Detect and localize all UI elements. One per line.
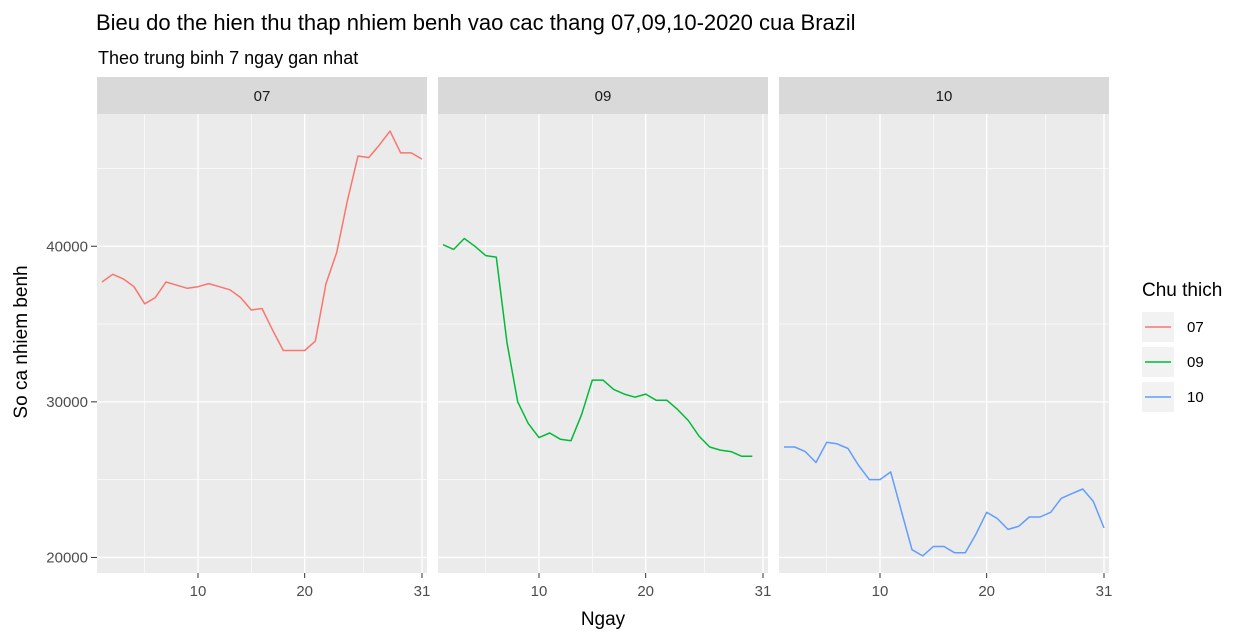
panel-background xyxy=(779,114,1109,573)
legend-item-10: 10 xyxy=(1142,382,1204,412)
y-axis-title: So ca nhiem benh xyxy=(11,265,32,418)
series-line-07 xyxy=(101,130,423,352)
y-tick-label: 20000 xyxy=(46,549,88,566)
facet-strip xyxy=(438,77,768,114)
legend-item-09: 09 xyxy=(1142,347,1204,377)
facet-strip-label: 10 xyxy=(936,88,953,105)
x-axis-title: Ngay xyxy=(581,609,626,630)
series-line-09 xyxy=(442,237,753,458)
x-tick-label: 10 xyxy=(531,583,548,600)
panel-background xyxy=(97,114,427,573)
legend-label: 10 xyxy=(1187,389,1204,406)
facet-panels: 07 10 20 31 09 10 20 31 10 10 20 31 xyxy=(97,77,1112,600)
facet-strip xyxy=(97,77,427,114)
x-tick-label: 10 xyxy=(190,583,207,600)
x-tick-label: 31 xyxy=(414,583,431,600)
series-line-10 xyxy=(784,441,1105,557)
y-axis: 20000 30000 40000 xyxy=(46,238,97,566)
legend-label: 09 xyxy=(1187,354,1204,371)
x-tick-label: 20 xyxy=(978,583,995,600)
legend-item-07: 07 xyxy=(1142,312,1204,342)
x-tick-label: 31 xyxy=(1096,583,1113,600)
chart-subtitle: Theo trung binh 7 ngay gan nhat xyxy=(98,48,358,68)
facet-strip-label: 09 xyxy=(595,88,612,105)
chart-title: Bieu do the hien thu thap nhiem benh vao… xyxy=(96,10,856,35)
facet-panel-09: 09 10 20 31 xyxy=(438,77,771,600)
y-tick-label: 40000 xyxy=(46,238,88,255)
legend: Chu thich 07 09 10 xyxy=(1142,280,1222,412)
facet-strip-label: 07 xyxy=(254,88,271,105)
facet-panel-10: 10 10 20 31 xyxy=(779,77,1112,600)
legend-title: Chu thich xyxy=(1142,280,1222,301)
x-tick-label: 20 xyxy=(296,583,313,600)
y-tick-label: 30000 xyxy=(46,394,88,411)
x-tick-label: 10 xyxy=(872,583,889,600)
facet-panel-07: 07 10 20 31 xyxy=(97,77,430,600)
legend-label: 07 xyxy=(1187,319,1204,336)
panel-background xyxy=(438,114,768,573)
x-tick-label: 20 xyxy=(637,583,654,600)
x-tick-label: 31 xyxy=(755,583,772,600)
facet-strip xyxy=(779,77,1109,114)
